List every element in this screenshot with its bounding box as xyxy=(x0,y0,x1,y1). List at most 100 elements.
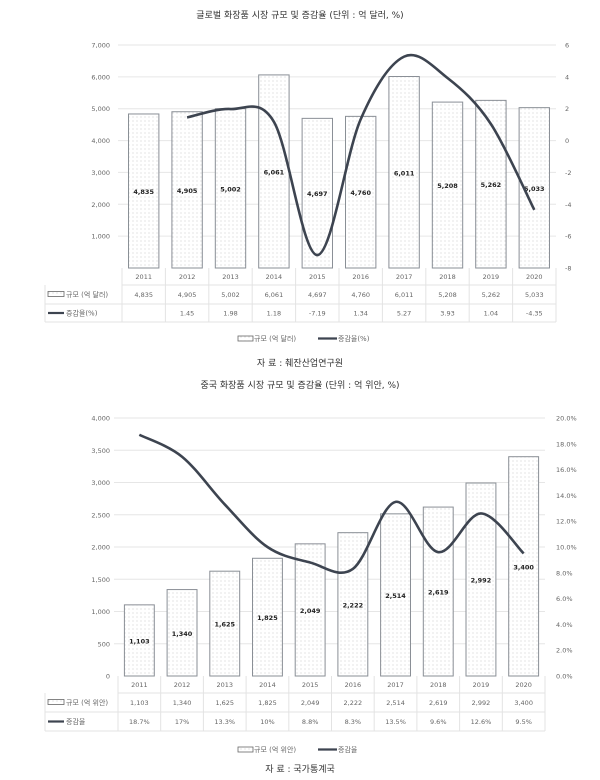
y-right-tick-label: -8 xyxy=(565,265,571,273)
y-left-tick-label: 2,000 xyxy=(91,201,110,209)
x-category-label: 2015 xyxy=(309,273,326,281)
x-category-label: 2011 xyxy=(135,273,152,281)
bar xyxy=(214,108,247,269)
table-cell: 2,619 xyxy=(429,699,448,707)
table-cell: 4,905 xyxy=(178,291,197,299)
table-cell: 1.04 xyxy=(484,310,498,318)
y-left-tick-label: 3,500 xyxy=(91,447,110,455)
y-right-tick-label: 4 xyxy=(565,73,569,81)
y-right-tick-label: 14.0% xyxy=(556,492,577,500)
legend-label: 규모 (억 달러) xyxy=(254,334,296,343)
x-category-label: 2018 xyxy=(439,273,456,281)
y-left-tick-label: 2,000 xyxy=(91,544,110,552)
y-right-tick-label: 4.0% xyxy=(556,621,573,629)
table-cell: 4,835 xyxy=(134,291,153,299)
y-left-tick-label: 3,000 xyxy=(91,479,110,487)
bar-data-label: 2,619 xyxy=(428,589,449,597)
bar xyxy=(465,482,497,677)
bar xyxy=(388,76,420,269)
bar xyxy=(209,570,241,677)
table-cell: 13.5% xyxy=(385,718,406,726)
table-cell: 5,262 xyxy=(482,291,501,299)
table-cell: 2,514 xyxy=(386,699,405,707)
legend-label: 증감율 xyxy=(338,746,358,754)
x-category-label: 2014 xyxy=(266,273,283,281)
y-right-tick-label: 18.0% xyxy=(556,440,577,448)
bar-data-label: 2,992 xyxy=(471,577,492,585)
y-left-tick-label: 7,000 xyxy=(91,42,110,50)
legend-bar-swatch xyxy=(47,291,65,297)
y-right-tick-label: -2 xyxy=(565,169,571,177)
bar xyxy=(166,589,198,677)
line-series xyxy=(186,53,536,257)
y-left-tick-label: 5,000 xyxy=(91,105,110,113)
y-left-tick-label: 6,000 xyxy=(91,73,110,81)
line-series xyxy=(138,433,525,574)
table-cell: 3.93 xyxy=(440,310,454,318)
y-left-tick-label: 1,000 xyxy=(91,233,110,241)
table-cell: 5,208 xyxy=(438,291,457,299)
x-category-label: 2017 xyxy=(387,681,404,689)
legend-bar-swatch xyxy=(47,699,65,705)
table-cell: 4,760 xyxy=(351,291,370,299)
table-cell: 1,340 xyxy=(173,699,192,707)
x-category-label: 2013 xyxy=(216,681,233,689)
y-left-tick-label: 1,000 xyxy=(91,608,110,616)
bar-data-label: 4,905 xyxy=(177,187,198,195)
table-cell: 17% xyxy=(175,718,189,726)
table-cell: 4,697 xyxy=(308,291,327,299)
chart-title: 중국 화장품 시장 규모 및 증감율 (단위 : 억 위안, %) xyxy=(200,379,399,391)
x-category-label: 2019 xyxy=(473,681,490,689)
x-category-label: 2012 xyxy=(179,273,196,281)
table-cell: -4.35 xyxy=(526,310,543,318)
table-cell: 13.3% xyxy=(214,718,235,726)
bar-data-label: 5,033 xyxy=(524,185,545,193)
y-right-tick-label: 10.0% xyxy=(556,544,577,552)
bar xyxy=(252,557,283,677)
table-cell: 9.5% xyxy=(515,718,532,726)
y-right-tick-label: 2.0% xyxy=(556,647,573,655)
table-cell: 1,103 xyxy=(130,699,149,707)
x-category-label: 2017 xyxy=(396,273,413,281)
y-right-tick-label: 0.0% xyxy=(556,673,573,681)
y-left-tick-label: 0 xyxy=(106,673,110,681)
bar xyxy=(431,101,464,269)
y-right-tick-label: -6 xyxy=(565,233,571,241)
x-category-label: 2019 xyxy=(483,273,500,281)
bar-data-label: 1,825 xyxy=(257,614,278,622)
y-right-tick-label: 6.0% xyxy=(556,595,573,603)
y-right-tick-label: 12.0% xyxy=(556,518,577,526)
x-category-label: 2012 xyxy=(174,681,191,689)
x-category-label: 2020 xyxy=(515,681,532,689)
table-cell: 2,222 xyxy=(344,699,363,707)
legend-bar-swatch xyxy=(237,335,254,342)
table-cell: 1.18 xyxy=(267,310,281,318)
bar-data-label: 2,222 xyxy=(343,601,364,609)
table-cell: 18.7% xyxy=(129,718,150,726)
y-left-tick-label: 4,000 xyxy=(91,137,110,145)
x-category-label: 2018 xyxy=(430,681,447,689)
x-category-label: 2016 xyxy=(352,273,369,281)
bar xyxy=(345,115,377,269)
table-cell: 5,002 xyxy=(221,291,240,299)
y-right-tick-label: 8.0% xyxy=(556,569,573,577)
bar-data-label: 4,760 xyxy=(350,189,371,197)
bar xyxy=(171,111,203,269)
table-cell: 8.8% xyxy=(302,718,319,726)
legend-label: 증감율(%) xyxy=(338,335,370,343)
y-right-tick-label: 6 xyxy=(565,42,569,50)
bar xyxy=(128,113,160,269)
bar-data-label: 2,049 xyxy=(300,607,321,615)
bar xyxy=(508,456,540,677)
y-right-tick-label: 16.0% xyxy=(556,466,577,474)
table-cell: 9.6% xyxy=(430,718,447,726)
source-note: 자 료 : 국가통계국 xyxy=(265,763,335,775)
chart-title: 글로벌 화장품 시장 규모 및 증감율 (단위 : 억 달러, %) xyxy=(196,9,403,21)
chart-2: 중국 화장품 시장 규모 및 증감율 (단위 : 억 위안, %) 0 500 1,0… xyxy=(44,379,577,775)
bar-data-label: 3,400 xyxy=(513,563,534,571)
x-category-label: 2015 xyxy=(302,681,319,689)
table-cell: 6,061 xyxy=(265,291,284,299)
y-right-tick-label: 20.0% xyxy=(556,415,577,423)
y-left-tick-label: 500 xyxy=(98,640,110,648)
bar xyxy=(380,513,411,677)
